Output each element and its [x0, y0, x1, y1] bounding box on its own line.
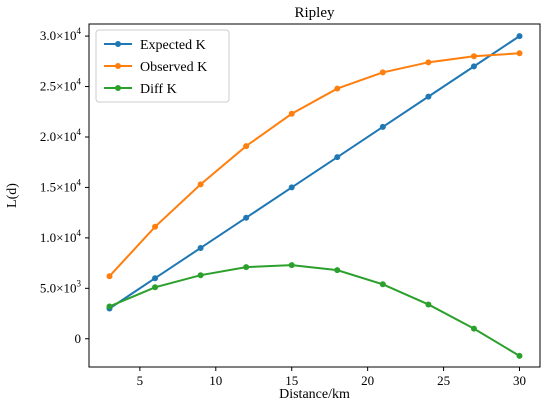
- x-tick-label-5: 5: [137, 373, 144, 388]
- data-point-observed-k-18: [334, 85, 341, 92]
- y-tick-label-10000: 1.0×104: [40, 228, 82, 245]
- y-tick-exponent: 3: [77, 278, 82, 288]
- y-tick-label-5000: 5.0×103: [40, 278, 82, 295]
- legend-marker-expected-k: [115, 41, 121, 47]
- series-observed-k: [106, 50, 523, 280]
- y-tick-label-20000: 2.0×104: [40, 127, 82, 144]
- data-point-diff-k-9: [197, 272, 204, 279]
- chart-title: Ripley: [295, 5, 335, 21]
- y-tick-mantissa: 2.5×10: [40, 79, 77, 94]
- y-tick-label-25000: 2.5×104: [40, 77, 82, 94]
- y-tick-exponent: 4: [77, 228, 82, 238]
- data-point-expected-k-6: [152, 275, 159, 282]
- legend: Expected K Observed K Diff K: [95, 29, 230, 103]
- data-point-diff-k-24: [425, 301, 432, 308]
- y-tick-mantissa: 3.0×10: [40, 28, 77, 43]
- data-point-observed-k-6: [152, 223, 159, 230]
- data-point-observed-k-30: [516, 50, 523, 57]
- x-axis-title: Distance/km: [279, 387, 350, 402]
- data-point-diff-k-3: [106, 303, 113, 310]
- legend-label-diff-k: Diff K: [140, 82, 177, 97]
- data-point-diff-k-30: [516, 352, 523, 359]
- x-tick-label-20: 20: [361, 373, 374, 388]
- data-point-diff-k-15: [288, 262, 295, 269]
- series-line-expected-k: [108, 35, 521, 310]
- data-point-observed-k-12: [243, 143, 250, 150]
- data-point-diff-k-18: [334, 267, 341, 274]
- data-point-expected-k-27: [470, 63, 477, 70]
- legend-item-observed-k: Observed K: [104, 60, 207, 75]
- legend-item-expected-k: Expected K: [104, 38, 206, 53]
- x-tick-label-30: 30: [513, 373, 526, 388]
- y-tick-label-15000: 1.5×104: [40, 177, 82, 194]
- data-point-diff-k-27: [470, 325, 477, 332]
- data-point-observed-k-21: [379, 69, 386, 76]
- legend-label-observed-k: Observed K: [140, 60, 207, 75]
- x-tick-label-25: 25: [437, 373, 450, 388]
- x-tick-label-10: 10: [209, 373, 222, 388]
- y-tick-exponent: 4: [77, 127, 82, 137]
- y-axis-title: L(d): [5, 183, 20, 208]
- y-tick-mantissa: 1.0×10: [40, 230, 77, 245]
- legend-item-diff-k: Diff K: [104, 82, 177, 97]
- data-point-diff-k-21: [379, 281, 386, 288]
- data-point-observed-k-15: [288, 110, 295, 117]
- y-tick-mantissa: 2.0×10: [40, 129, 77, 144]
- y-tick-label-30000: 3.0×104: [40, 26, 82, 43]
- data-point-diff-k-12: [243, 264, 250, 271]
- data-point-expected-k-30: [516, 33, 523, 40]
- data-point-expected-k-15: [288, 184, 295, 191]
- data-point-expected-k-9: [197, 244, 204, 251]
- y-tick-exponent: 4: [77, 177, 82, 187]
- data-point-expected-k-21: [379, 123, 386, 130]
- series-diff-k: [106, 262, 523, 359]
- data-point-diff-k-6: [152, 284, 159, 291]
- plot-frame: [88, 23, 541, 368]
- legend-marker-observed-k: [115, 63, 121, 69]
- y-tick-mantissa: 0: [75, 331, 82, 346]
- y-tick-exponent: 4: [77, 26, 82, 36]
- series-line-diff-k: [109, 264, 521, 357]
- y-tick-exponent: 4: [77, 77, 82, 87]
- series-line-observed-k: [108, 52, 520, 277]
- y-tick-label-0: 0: [75, 331, 82, 346]
- data-point-expected-k-24: [425, 93, 432, 100]
- y-tick-mantissa: 1.5×10: [40, 179, 77, 194]
- x-tick-label-15: 15: [285, 373, 298, 388]
- data-point-observed-k-27: [470, 53, 477, 60]
- data-point-observed-k-9: [197, 181, 204, 188]
- series-expected-k: [106, 33, 523, 312]
- data-point-expected-k-18: [334, 154, 341, 161]
- y-tick-mantissa: 5.0×10: [40, 280, 77, 295]
- data-point-expected-k-12: [243, 214, 250, 221]
- data-point-observed-k-3: [106, 273, 113, 280]
- legend-label-expected-k: Expected K: [140, 38, 206, 53]
- legend-marker-diff-k: [115, 85, 121, 91]
- data-point-observed-k-24: [425, 59, 432, 66]
- legend-box: [95, 29, 230, 103]
